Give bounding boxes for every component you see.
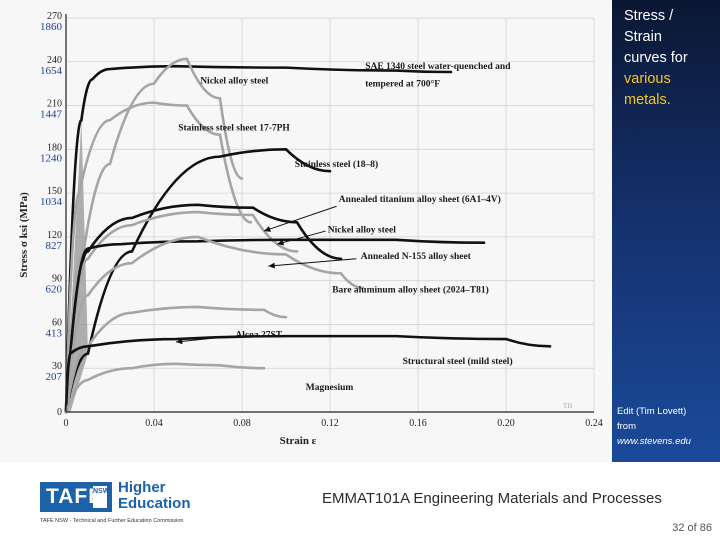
y-tick-label-mpa: 1860 — [40, 21, 63, 33]
pointer-line — [277, 230, 326, 245]
grid-lines — [66, 17, 595, 412]
pointer-arrowhead — [176, 338, 183, 345]
y-tick-label-mpa: 620 — [46, 284, 63, 296]
series-line — [64, 57, 244, 414]
x-tick-label: 0 — [64, 418, 69, 429]
curve-label: Structural steel (mild steel) — [403, 356, 513, 367]
series-line — [64, 148, 332, 414]
credit-line: from — [617, 421, 636, 432]
curve-label: Nickel alloy steel — [200, 77, 268, 87]
title-line: curves for — [624, 50, 688, 66]
series-line — [64, 235, 365, 414]
y-tick-label-mpa: 413 — [46, 327, 63, 339]
image-credit: Edit (Tim Lovett) from www.stevens.edu — [617, 404, 717, 449]
pointer-line — [263, 205, 337, 232]
y-tick-label-mpa: 1240 — [40, 152, 63, 164]
curve-label: SAE 1340 steel water-quenched and — [365, 62, 511, 72]
y-tick-label-ksi: 30 — [52, 361, 62, 372]
x-tick-label: 0.04 — [145, 418, 163, 429]
x-tick-label: 0.20 — [497, 418, 515, 429]
curve-label: Annealed titanium alloy sheet (6A1–4V) — [339, 194, 501, 205]
curve-label: Nickel alloy steel — [328, 226, 396, 236]
page-number: 32 of 86 — [672, 522, 712, 534]
y-tick-label-mpa: 1654 — [40, 65, 63, 77]
credit-line: Edit (Tim Lovett) — [617, 406, 687, 417]
commission-text: TAFE NSW - Technical and Further Educati… — [40, 518, 184, 524]
curve-label: tempered at 700°F — [365, 79, 440, 90]
side-panel — [612, 0, 720, 462]
y-tick-label-ksi: 240 — [47, 55, 62, 66]
curve-label: Magnesium — [306, 383, 354, 393]
x-axis-label: Strain ε — [280, 435, 317, 447]
series-layer — [64, 57, 552, 414]
pointer-arrowhead — [268, 262, 275, 269]
title-highlight-line: various — [624, 71, 671, 87]
y-tick-label-mpa: 1034 — [40, 196, 63, 208]
y-tick-label-ksi: 210 — [47, 99, 62, 110]
y-tick-label-ksi: 60 — [52, 317, 62, 328]
y-axis-label: Stress σ ksi (MPa) — [18, 192, 30, 278]
pointer-arrowhead — [277, 239, 285, 246]
logo-badge: NSW — [93, 486, 109, 508]
x-tick-label: 0.24 — [585, 418, 603, 429]
stress-strain-chart: SAE 1340 steel water-quenched and tempere… — [18, 11, 603, 447]
pointer-line — [268, 258, 357, 267]
y-tick-label-ksi: 180 — [47, 142, 62, 153]
pointer-line — [175, 335, 234, 343]
series-line — [64, 64, 453, 414]
title-highlight-line: metals. — [624, 92, 671, 108]
logo-text: TAFE — [46, 485, 104, 508]
series-line — [64, 210, 299, 414]
y-tick-label-ksi: 90 — [52, 274, 62, 285]
logo-subtitle-line: Education — [118, 495, 191, 512]
pointer-arrows — [175, 205, 357, 345]
y-tick-label-ksi: 120 — [47, 230, 62, 241]
series-line — [64, 305, 288, 414]
title-line: Strain — [624, 29, 662, 45]
pointer-arrowhead — [264, 226, 271, 232]
credit-url: www.stevens.edu — [617, 436, 691, 447]
curve-labels: SAE 1340 steel water-quenched and tempere… — [178, 62, 512, 393]
course-title: EMMAT101A Engineering Materials and Proc… — [322, 490, 662, 507]
title-line: Stress / — [624, 8, 674, 24]
x-tick-label: 0.08 — [233, 418, 251, 429]
logo-subtitle: Higher Education — [118, 480, 191, 512]
series-line — [64, 238, 486, 414]
series-line — [64, 362, 266, 414]
x-tick-label: 0.16 — [409, 418, 427, 429]
chart-panel: SAE 1340 steel water-quenched and tempere… — [18, 11, 603, 447]
x-tick-label: 0.12 — [321, 418, 339, 429]
logo-subtitle-line: Higher — [118, 479, 166, 496]
y-tick-label-mpa: 827 — [46, 240, 63, 252]
y-tick-label-mpa: 207 — [46, 371, 63, 383]
y-tick-label-mpa: 1447 — [40, 109, 63, 121]
curve-label: Alcoa 27ST — [235, 331, 282, 341]
watermark: TH — [563, 402, 572, 410]
curve-label: Bare aluminum alloy sheet (2024–T81) — [332, 284, 489, 295]
y-tick-label: 0 — [57, 407, 62, 418]
y-tick-label-ksi: 150 — [47, 186, 62, 197]
slide-title: Stress / Strain curves for various metal… — [624, 6, 716, 111]
series-line — [64, 334, 552, 414]
curve-label: Annealed N-155 alloy sheet — [361, 252, 472, 262]
curve-label: Stainless steel sheet 17-7PH — [178, 123, 290, 133]
series-line — [64, 101, 253, 414]
footer — [0, 462, 720, 540]
curve-label: Stainless steel (18–8) — [295, 159, 378, 170]
y-tick-label-ksi: 270 — [47, 11, 62, 22]
